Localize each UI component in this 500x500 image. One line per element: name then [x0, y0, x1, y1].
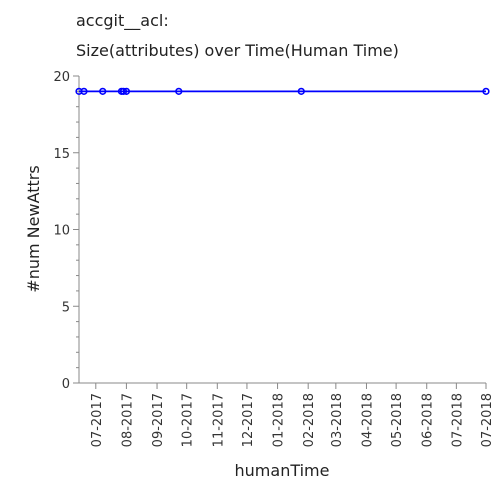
series-layer	[75, 87, 490, 95]
x-tick-label: 01-2018	[272, 393, 287, 447]
x-tick-label: 05-2018	[390, 393, 405, 447]
data-point	[119, 87, 128, 95]
x-tick-label: 03-2018	[330, 393, 345, 447]
x-axis: 07-2017 08-2017 09-2017 10-2017 11-2017 12-20…	[79, 382, 495, 447]
chart-title-line2: Size(attributes) over Time(Human Time)	[76, 41, 399, 60]
y-tick-label: 20	[53, 70, 70, 85]
data-point	[297, 87, 305, 95]
y-axis: 0 5 10 15 20	[53, 70, 80, 392]
x-tick-label: 07-2018	[480, 393, 495, 447]
x-tick-label: 07-2018	[450, 393, 465, 447]
data-point	[175, 87, 183, 95]
data-point	[482, 87, 490, 95]
data-point	[122, 87, 131, 95]
y-tick-label: 5	[62, 300, 70, 315]
x-tick-label: 09-2017	[151, 393, 166, 447]
x-tick-label: 08-2017	[120, 393, 135, 447]
y-tick-label: 10	[53, 224, 70, 239]
data-point	[80, 87, 88, 95]
x-tick-label: 06-2018	[421, 393, 436, 447]
chart-title-line1: accgit__acl:	[76, 11, 169, 31]
y-tick-label: 15	[53, 147, 70, 162]
data-point	[99, 87, 107, 95]
x-axis-label: humanTime	[235, 461, 330, 480]
x-tick-label: 07-2017	[90, 393, 105, 447]
y-tick-label: 0	[62, 377, 70, 392]
y-axis-label: #num NewAttrs	[24, 165, 43, 292]
x-tick-label: 11-2017	[211, 393, 226, 447]
x-tick-label: 02-2018	[302, 393, 317, 447]
x-tick-label: 10-2017	[181, 393, 196, 447]
x-tick-label: 04-2018	[360, 393, 375, 447]
x-tick-label: 12-2017	[241, 393, 256, 447]
